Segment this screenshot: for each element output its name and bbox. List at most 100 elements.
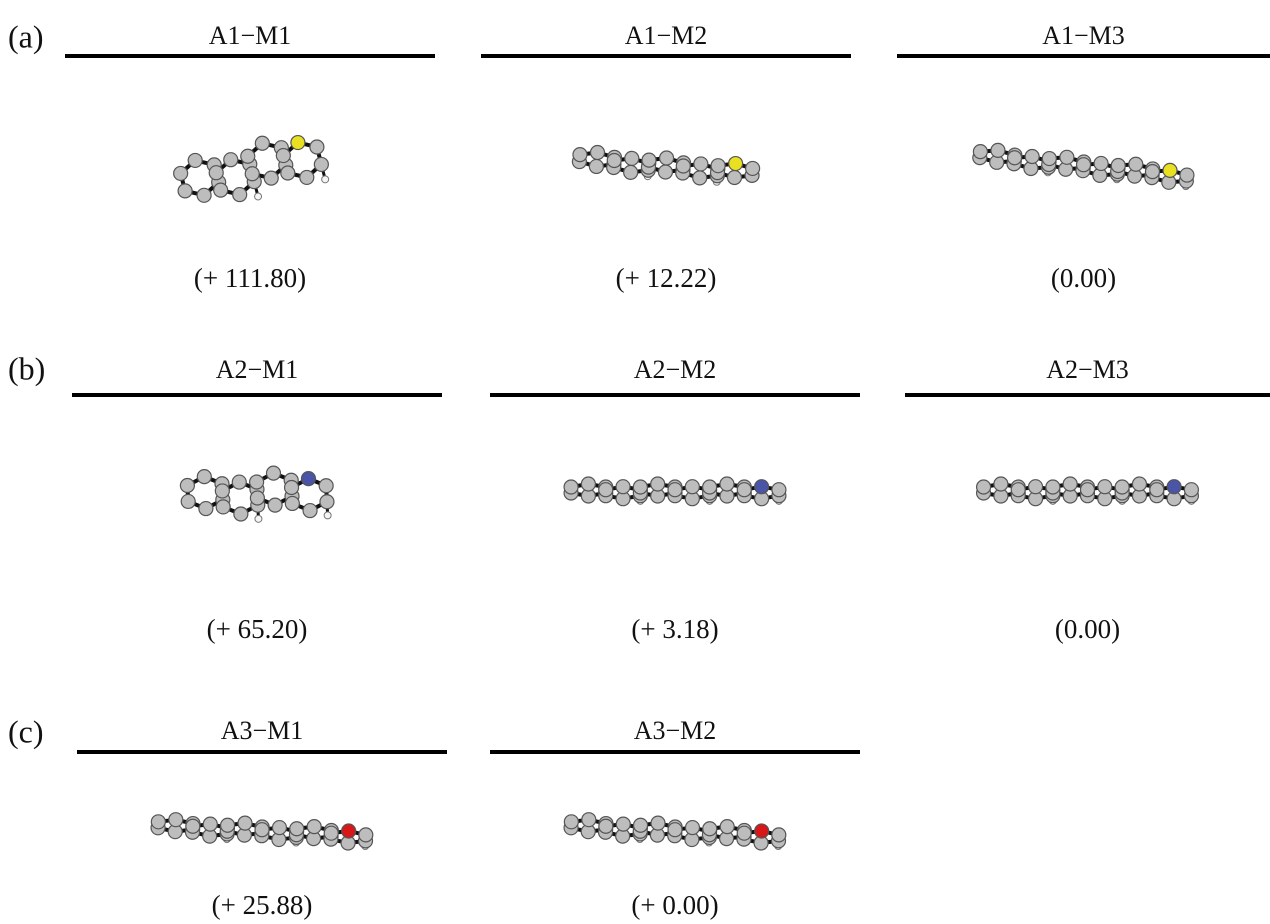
atom	[1115, 480, 1129, 494]
atom	[720, 820, 734, 834]
conformer: A1−M2(+ 12.22)	[481, 21, 851, 293]
atom	[214, 183, 228, 197]
atom	[216, 500, 230, 514]
panel: (b)A2−M1(+ 65.20)A2−M2(+ 3.18)A2−M3(0.00…	[8, 350, 1270, 644]
hydrogen	[324, 512, 331, 519]
hydrogen	[255, 515, 262, 522]
conformer: A3−M1(+ 25.88)	[77, 716, 447, 920]
atom	[772, 828, 786, 842]
atom	[634, 818, 648, 832]
conformer-title: A2−M1	[216, 355, 299, 384]
atom	[564, 480, 578, 494]
atom	[241, 149, 255, 163]
atom	[209, 166, 223, 180]
atom	[737, 483, 751, 497]
relative-energy: (+ 0.00)	[631, 890, 718, 920]
atom	[720, 477, 734, 491]
atom	[303, 504, 317, 518]
atom	[616, 817, 630, 831]
atom	[573, 148, 587, 162]
atom	[746, 161, 760, 175]
atom	[276, 149, 290, 163]
conformer-title: A1−M3	[1042, 21, 1125, 50]
atom	[582, 813, 596, 827]
conformer: A3−M2(+ 0.00)	[490, 716, 860, 920]
atom	[359, 828, 373, 842]
atom	[973, 145, 987, 159]
atom	[300, 170, 314, 184]
atom	[624, 165, 638, 179]
atom	[245, 167, 259, 181]
atom	[224, 153, 238, 167]
atom	[1163, 163, 1177, 177]
atom	[625, 151, 639, 165]
conformer: A2−M2(+ 3.18)	[490, 355, 860, 644]
relative-energy: (+ 111.80)	[194, 263, 306, 293]
atom	[599, 483, 613, 497]
atom	[250, 491, 264, 505]
atom	[310, 140, 324, 154]
atom	[1098, 480, 1112, 494]
atom	[285, 480, 299, 494]
atom	[651, 477, 665, 491]
atom	[607, 153, 621, 167]
atom	[188, 153, 202, 167]
conformer-title: A3−M1	[221, 716, 304, 745]
panel: (a)A1−M1(+ 111.80)A1−M2(+ 12.22)A1−M3(0.…	[8, 18, 1270, 293]
atom	[1167, 480, 1181, 494]
atom	[658, 165, 672, 179]
atom	[1094, 156, 1108, 170]
atom	[234, 507, 248, 521]
atom	[693, 171, 707, 185]
relative-energy: (+ 65.20)	[207, 614, 308, 644]
atom	[703, 822, 717, 836]
atom	[1008, 151, 1022, 165]
atom	[711, 159, 725, 173]
atom	[281, 166, 295, 180]
atom	[685, 480, 699, 494]
atom	[1077, 158, 1091, 172]
hydrogen	[255, 193, 262, 200]
atom	[590, 145, 604, 159]
atom	[180, 478, 194, 492]
panel-label: (c)	[8, 713, 44, 749]
atom	[169, 813, 183, 827]
atom	[238, 816, 252, 830]
atom	[1184, 483, 1198, 497]
atom	[255, 136, 269, 150]
atom	[291, 136, 305, 150]
atom	[1060, 150, 1074, 164]
atom	[264, 171, 278, 185]
atom	[1180, 168, 1194, 182]
atom	[581, 477, 595, 491]
atom	[255, 823, 269, 837]
atom	[977, 480, 991, 494]
atom	[1029, 480, 1043, 494]
panel-label: (b)	[8, 350, 45, 386]
atom	[694, 157, 708, 171]
panel-label: (a)	[8, 18, 44, 54]
atom	[1011, 483, 1025, 497]
conformer-title: A1−M2	[625, 21, 708, 50]
atom	[668, 823, 682, 837]
atom	[232, 475, 246, 489]
atom	[290, 822, 304, 836]
atom	[1042, 152, 1056, 166]
atom	[755, 824, 769, 838]
atom	[215, 484, 229, 498]
atom	[633, 480, 647, 494]
atom	[285, 496, 299, 510]
atom	[178, 184, 192, 198]
atom	[272, 821, 286, 835]
atom	[250, 475, 264, 489]
atom	[186, 819, 200, 833]
relative-energy: (0.00)	[1055, 614, 1120, 644]
atom	[197, 470, 211, 484]
relative-energy: (0.00)	[1051, 263, 1116, 293]
conformer-title: A2−M2	[634, 355, 717, 384]
atom	[1132, 477, 1146, 491]
atom	[1150, 483, 1164, 497]
atom	[1129, 157, 1143, 171]
atom	[991, 143, 1005, 157]
atom	[197, 188, 211, 202]
